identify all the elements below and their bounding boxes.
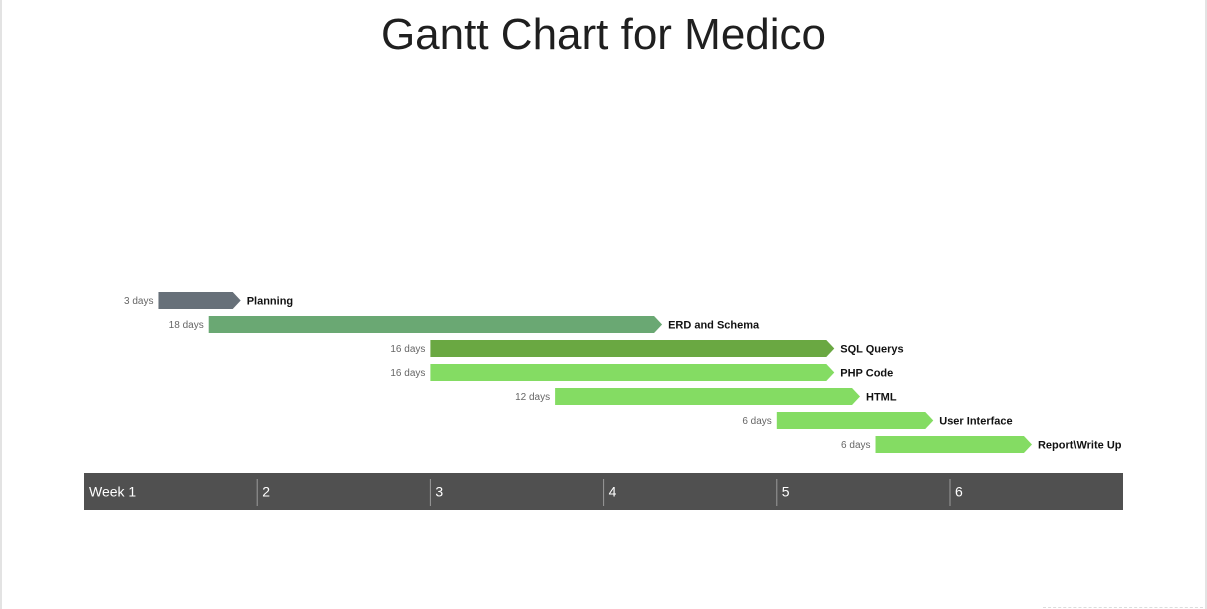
- chart-title: Gantt Chart for Medico: [380, 10, 827, 59]
- task-duration-label: 18 days: [169, 320, 204, 331]
- axis-tick-label: 4: [609, 484, 617, 500]
- task-duration-label: 16 days: [390, 368, 425, 379]
- frame-right-border: [1205, 0, 1207, 609]
- axis-tick-label: Week 1: [89, 484, 136, 500]
- task-bar[interactable]: [158, 292, 241, 309]
- task-bar[interactable]: [430, 364, 835, 381]
- axis-tick-label: 6: [955, 484, 963, 500]
- axis-tick-label: 2: [262, 484, 270, 500]
- task-bar[interactable]: [208, 316, 663, 333]
- task-name-label: SQL Querys: [840, 344, 903, 356]
- axis-tick-label: 3: [435, 484, 443, 500]
- task-bar[interactable]: [430, 340, 835, 357]
- task-bar[interactable]: [875, 436, 1032, 453]
- task-duration-label: 12 days: [515, 392, 550, 403]
- axis-tick-label: 5: [782, 484, 790, 500]
- task-name-label: ERD and Schema: [668, 320, 760, 332]
- task-duration-label: 3 days: [124, 296, 153, 307]
- frame-corner-mark: [1043, 607, 1203, 608]
- frame-left-border: [0, 0, 2, 609]
- task-name-label: HTML: [866, 392, 897, 404]
- task-duration-label: 16 days: [390, 344, 425, 355]
- task-bar[interactable]: [776, 412, 934, 429]
- task-bar[interactable]: [555, 388, 861, 405]
- task-name-label: PHP Code: [840, 368, 893, 380]
- task-name-label: User Interface: [939, 416, 1012, 428]
- task-duration-label: 6 days: [841, 440, 870, 451]
- task-duration-label: 6 days: [742, 416, 771, 427]
- task-name-label: Planning: [247, 296, 293, 308]
- task-name-label: Report\Write Up: [1038, 440, 1122, 452]
